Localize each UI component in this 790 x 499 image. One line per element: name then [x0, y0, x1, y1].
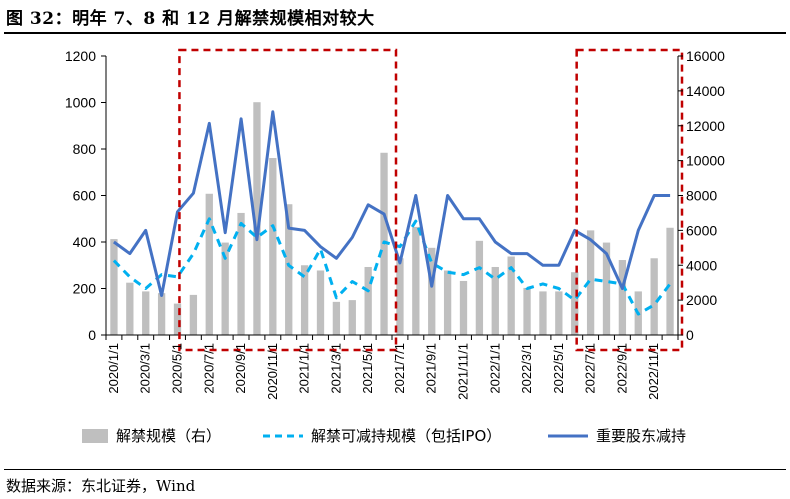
bar [285, 204, 293, 335]
bar [443, 270, 452, 335]
bar [332, 301, 341, 335]
x-tick-label: 2022/7/1 [583, 343, 598, 394]
left-tick-label: 800 [73, 141, 97, 157]
right-tick-label: 6000 [686, 222, 717, 238]
x-tick-label: 2022/3/1 [519, 343, 534, 394]
left-tick-label: 200 [73, 281, 97, 297]
bar [475, 240, 484, 335]
x-tick-label: 2020/11/1 [265, 343, 280, 400]
x-tick-label: 2021/3/1 [328, 343, 343, 394]
x-tick-label: 2020/5/1 [170, 343, 185, 394]
bar [269, 158, 277, 335]
x-tick-label: 2021/11/1 [456, 343, 471, 400]
bar [396, 258, 404, 335]
x-tick-label: 2022/11/1 [646, 343, 661, 400]
bar [157, 293, 166, 335]
bar [364, 266, 372, 335]
left-tick-label: 1200 [65, 48, 96, 64]
series-line-shareholder-reduction [113, 110, 671, 297]
right-tick-label: 2000 [686, 292, 717, 308]
legend-swatch-bar [82, 429, 108, 443]
x-tick-label: 2020/1/1 [106, 343, 121, 394]
x-tick-label: 2020/3/1 [138, 343, 153, 394]
left-tick-label: 600 [73, 188, 97, 204]
bar [571, 272, 579, 335]
right-tick-label: 12000 [686, 118, 725, 134]
ticks-layer: 0200400600800100012000200040006000800010… [65, 48, 725, 400]
x-tick-label: 2021/9/1 [424, 343, 439, 394]
left-tick-label: 0 [88, 327, 96, 343]
bar [126, 282, 134, 335]
bars-layer [110, 102, 674, 335]
x-tick-label: 2021/5/1 [360, 343, 375, 394]
x-tick-label: 2022/1/1 [487, 343, 502, 394]
bar [491, 266, 499, 335]
legend-label-bar: 解禁规模（右） [116, 427, 221, 445]
bar [602, 242, 611, 335]
x-tick-label: 2022/5/1 [551, 343, 566, 394]
lines-layer [112, 110, 672, 316]
right-tick-label: 4000 [686, 257, 717, 273]
right-tick-label: 16000 [686, 48, 725, 64]
highlight-box [178, 48, 398, 352]
right-tick-label: 8000 [686, 188, 717, 204]
bar [142, 291, 150, 335]
source-note: 数据来源：东北证券，Wind [6, 477, 196, 495]
figure-title: 图 32：明年 7、8 和 12 月解禁规模相对较大 [6, 9, 375, 29]
bar [428, 247, 436, 335]
bar [253, 102, 261, 335]
bar [173, 303, 182, 335]
bar [412, 226, 420, 335]
left-tick-label: 400 [73, 234, 97, 250]
right-tick-label: 14000 [686, 83, 725, 99]
bar [507, 256, 515, 335]
x-tick-label: 2021/1/1 [297, 343, 312, 394]
bar [316, 270, 325, 335]
highlight-boxes-layer [178, 48, 684, 352]
bar [650, 258, 658, 335]
bar [110, 239, 118, 335]
bar [348, 300, 356, 335]
legend: 解禁规模（右） 解禁可减持规模（包括IPO） 重要股东减持 [82, 427, 686, 445]
bar [221, 242, 229, 335]
bar [666, 227, 674, 335]
x-tick-label: 2020/7/1 [201, 343, 216, 394]
title-rule [4, 32, 786, 34]
bar [523, 287, 531, 335]
bar [618, 260, 627, 335]
bar [300, 265, 309, 335]
left-tick-label: 1000 [65, 95, 96, 111]
right-tick-label: 0 [686, 327, 694, 343]
highlight-box [575, 48, 684, 352]
bar [555, 291, 563, 335]
bar [586, 230, 595, 335]
bar [539, 291, 547, 335]
x-tick-label: 2022/9/1 [614, 343, 629, 394]
bottom-rule [4, 469, 786, 470]
x-tick-label: 2021/7/1 [392, 343, 407, 394]
series-line-unlock-reducible [112, 217, 672, 316]
bar [237, 212, 245, 335]
bar [189, 294, 198, 335]
x-tick-label: 2020/9/1 [233, 343, 248, 394]
bar [205, 193, 213, 335]
right-tick-label: 10000 [686, 153, 725, 169]
bar [459, 280, 468, 335]
legend-label-dashed-line: 解禁可减持规模（包括IPO） [311, 427, 501, 445]
legend-label-solid-line: 重要股东减持 [596, 427, 686, 445]
